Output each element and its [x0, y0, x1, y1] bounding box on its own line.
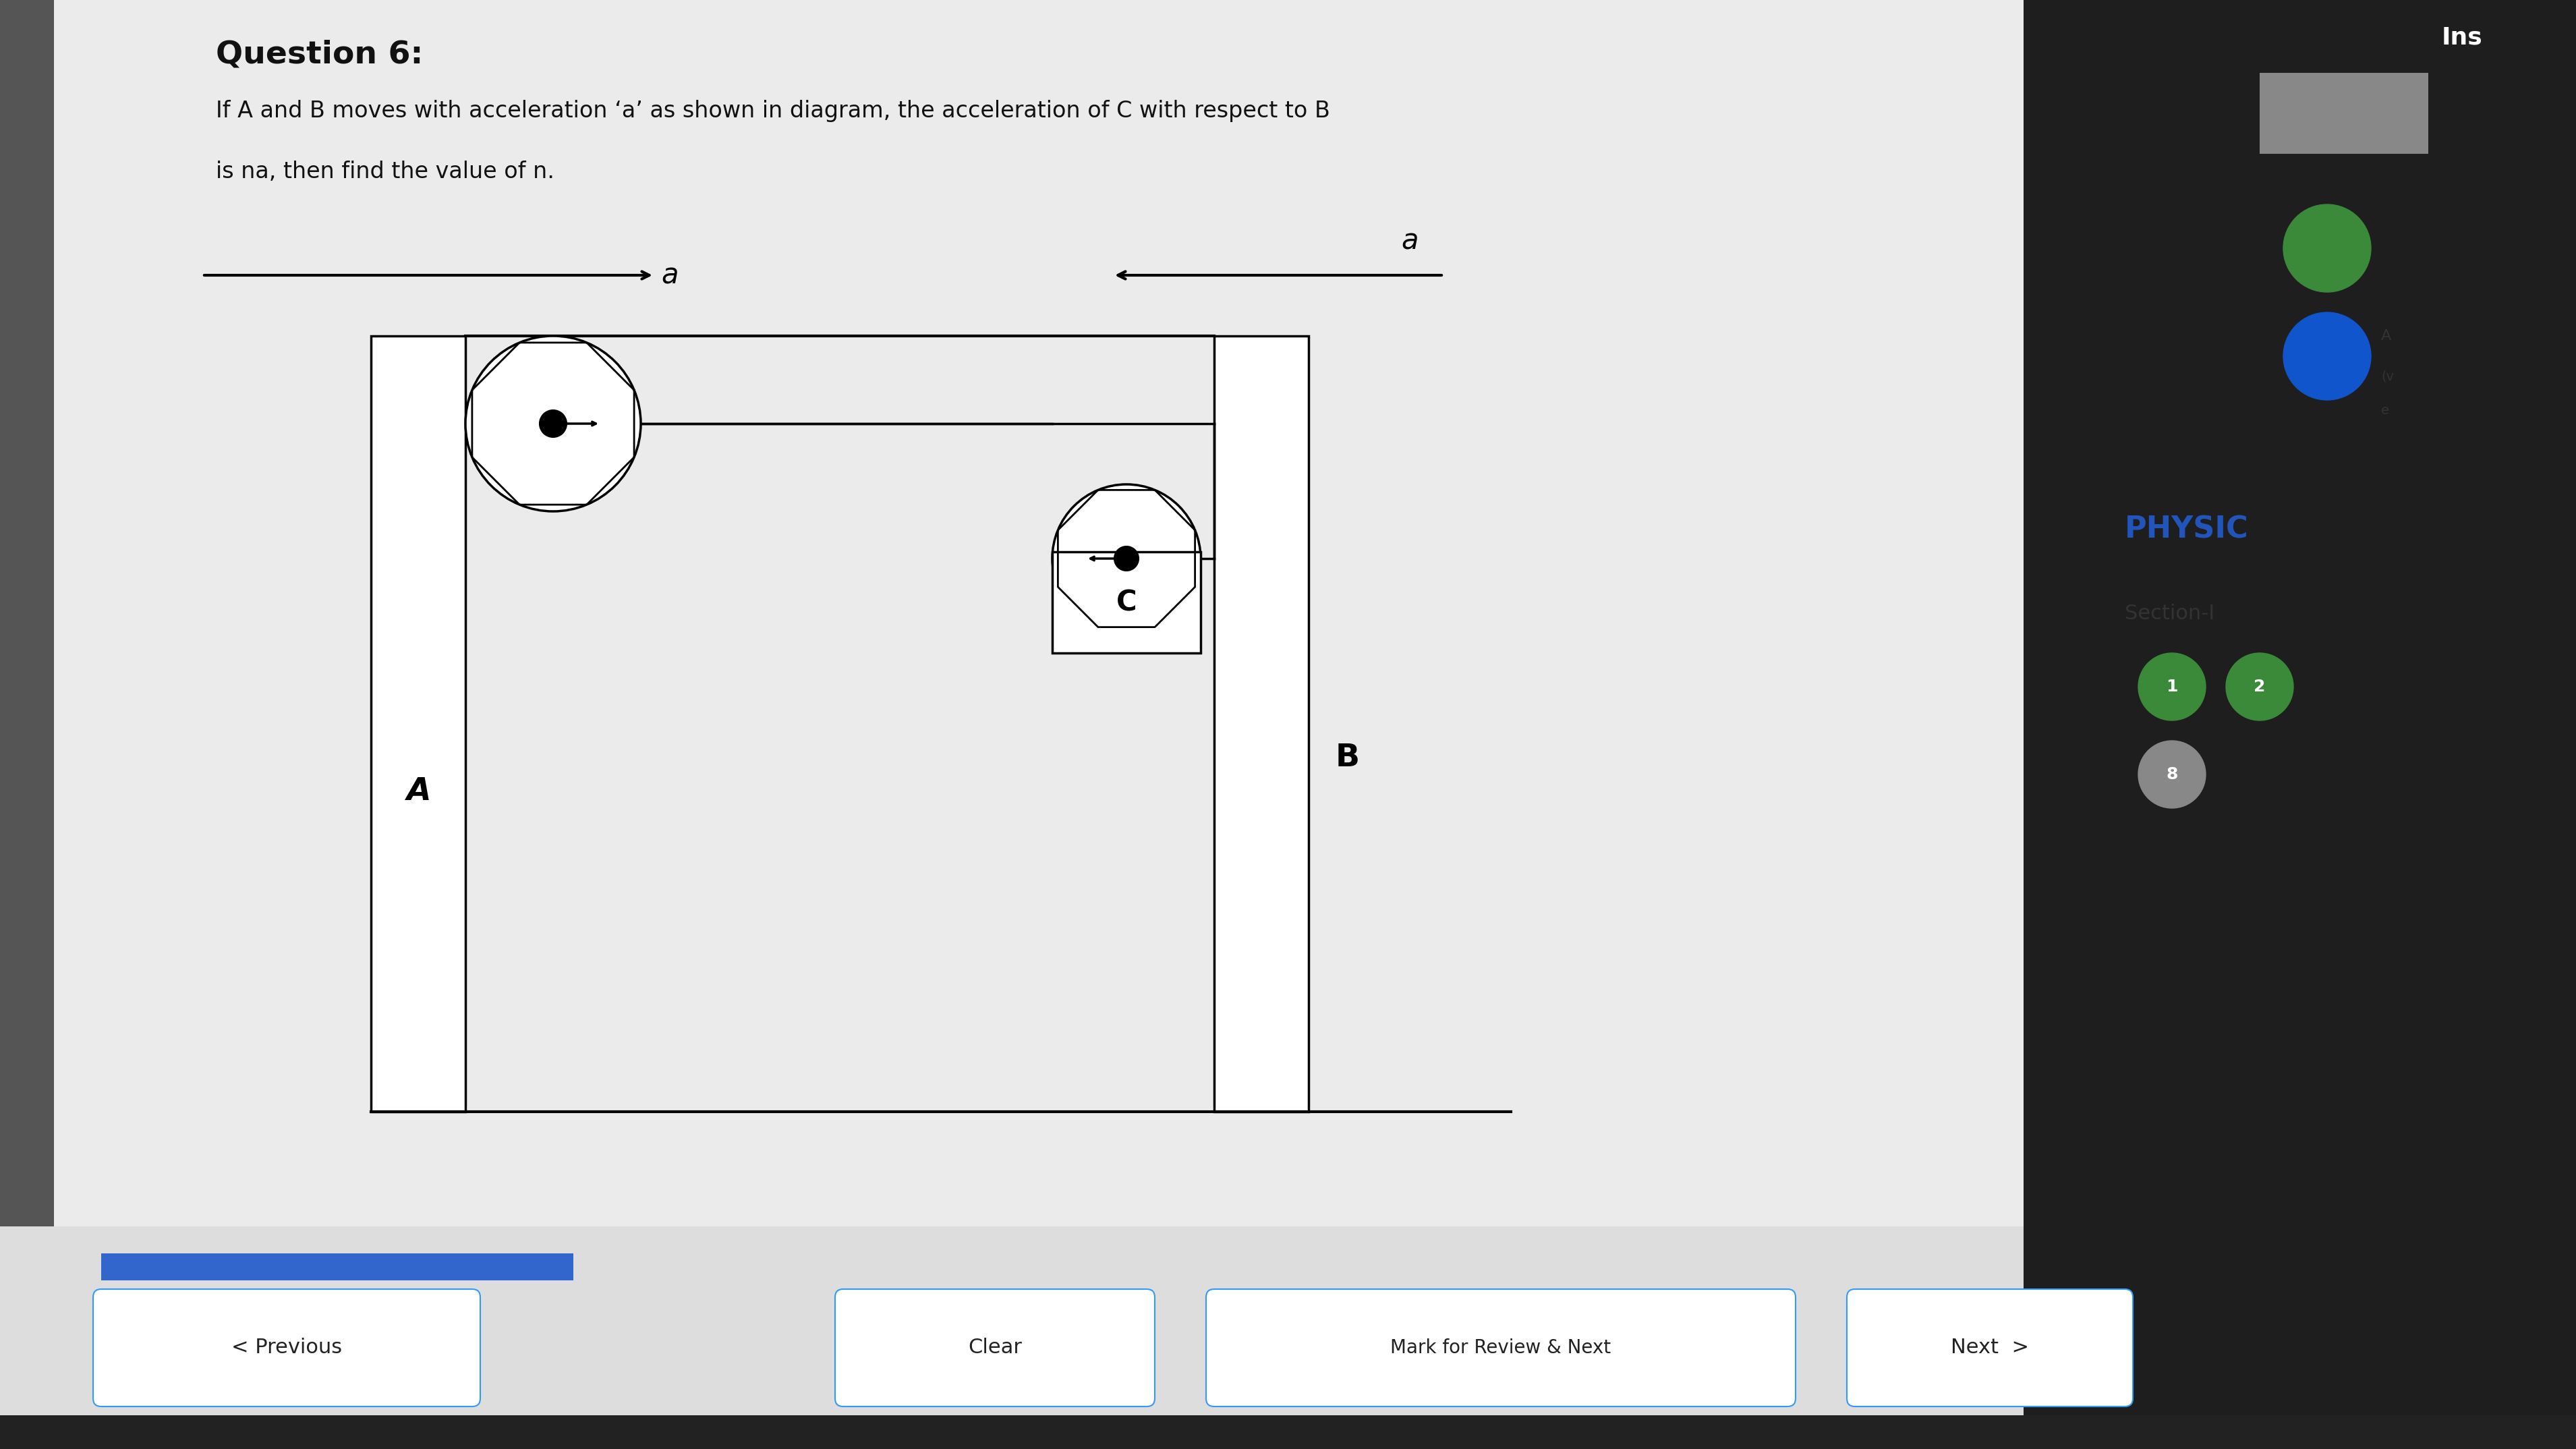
Text: < Previous: < Previous	[232, 1337, 343, 1358]
Text: a: a	[1401, 226, 1419, 255]
Text: 1: 1	[2166, 678, 2177, 696]
Circle shape	[1051, 484, 1200, 633]
Text: 8: 8	[2166, 767, 2177, 782]
Text: If A and B moves with acceleration ‘a’ as shown in diagram, the acceleration of : If A and B moves with acceleration ‘a’ a…	[216, 100, 1329, 122]
FancyBboxPatch shape	[1206, 1290, 1795, 1407]
Text: Mark for Review & Next: Mark for Review & Next	[1391, 1339, 1610, 1358]
Bar	[0, 1416, 2576, 1449]
Text: e: e	[2380, 404, 2388, 416]
Bar	[2259, 72, 2429, 154]
Text: 2: 2	[2254, 678, 2264, 696]
Text: Question 6:: Question 6:	[216, 39, 422, 70]
Circle shape	[2282, 204, 2370, 293]
Text: (v: (v	[2380, 369, 2393, 383]
Text: a: a	[662, 261, 677, 290]
Bar	[100, 1253, 574, 1281]
Text: Ins: Ins	[2442, 26, 2483, 49]
Text: Next  >: Next >	[1950, 1337, 2030, 1358]
Text: B: B	[1334, 742, 1360, 772]
FancyBboxPatch shape	[1847, 1290, 2133, 1407]
Circle shape	[2138, 653, 2205, 720]
Bar	[0, 0, 2025, 1449]
FancyBboxPatch shape	[835, 1290, 1154, 1407]
Text: PHYSIC: PHYSIC	[2125, 516, 2249, 545]
Circle shape	[466, 336, 641, 511]
Circle shape	[2282, 313, 2370, 400]
Circle shape	[2138, 740, 2205, 809]
Bar	[0, 1226, 2025, 1416]
Circle shape	[538, 410, 567, 438]
Text: C: C	[1115, 588, 1136, 617]
Text: Section-I: Section-I	[2125, 604, 2215, 623]
Bar	[2025, 0, 2576, 1449]
Text: Clear: Clear	[969, 1337, 1023, 1358]
Circle shape	[1115, 546, 1139, 571]
Bar	[0, 0, 54, 1449]
Circle shape	[2226, 653, 2293, 720]
Bar	[1051, 552, 1200, 653]
FancyBboxPatch shape	[93, 1290, 479, 1407]
Text: is na, then find the value of n.: is na, then find the value of n.	[216, 161, 554, 183]
Text: A: A	[407, 777, 430, 807]
Text: A: A	[2380, 329, 2391, 342]
Bar	[1213, 336, 1309, 1111]
Bar	[371, 336, 466, 1111]
